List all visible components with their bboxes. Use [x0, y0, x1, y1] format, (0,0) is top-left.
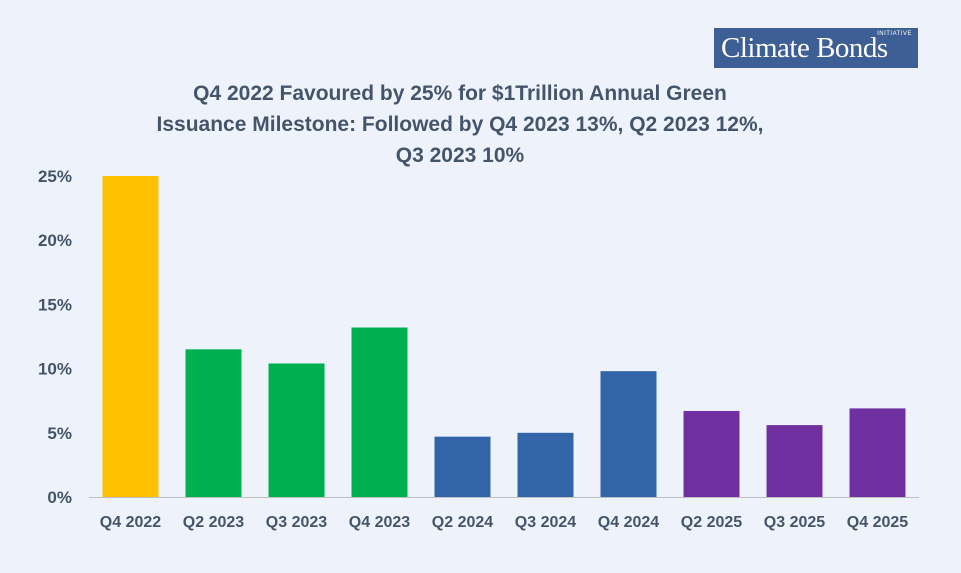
- x-axis-labels: Q4 2022 Q2 2023 Q3 2023 Q4 2023 Q2 2024 Q3 20…: [100, 514, 908, 531]
- bar-q3-2023: [268, 363, 325, 497]
- bar-q4-2023: [351, 327, 408, 497]
- x-tick-label: Q2 2024: [432, 514, 493, 531]
- logo-text: Climate Bonds: [721, 32, 888, 64]
- bar-q3-2024: [517, 432, 574, 497]
- x-tick-label: Q4 2024: [598, 514, 659, 531]
- x-tick-label: Q2 2025: [681, 514, 742, 531]
- y-tick-label: 10%: [38, 360, 72, 379]
- chart-title: Q4 2022 Favoured by 25% for $1Trillion A…: [156, 82, 764, 167]
- y-tick-label: 15%: [38, 295, 72, 314]
- x-tick-label: Q2 2023: [183, 514, 244, 531]
- y-tick-label: 0%: [47, 488, 72, 507]
- bar-q2-2023: [185, 349, 242, 497]
- x-tick-label: Q3 2024: [515, 514, 576, 531]
- logo-subtext: INITIATIVE: [877, 31, 912, 37]
- x-tick-label: Q3 2025: [764, 514, 825, 531]
- bar-q4-2022: [102, 176, 159, 497]
- bars: [102, 176, 906, 497]
- bar-q3-2025: [766, 425, 823, 497]
- x-tick-label: Q4 2023: [349, 514, 410, 531]
- x-tick-label: Q3 2023: [266, 514, 327, 531]
- y-tick-label: 5%: [47, 424, 72, 443]
- x-tick-label: Q4 2022: [100, 514, 161, 531]
- bar-q4-2025: [849, 408, 906, 497]
- bar-q2-2025: [683, 410, 740, 497]
- climate-bonds-logo: Climate Bonds INITIATIVE: [714, 28, 918, 68]
- y-axis: 0% 5% 10% 15% 20% 25%: [38, 167, 72, 507]
- bar-q4-2024: [600, 371, 657, 497]
- y-tick-label: 25%: [38, 167, 72, 186]
- bar-q2-2024: [434, 436, 491, 497]
- y-tick-label: 20%: [38, 231, 72, 250]
- x-tick-label: Q4 2025: [847, 514, 908, 531]
